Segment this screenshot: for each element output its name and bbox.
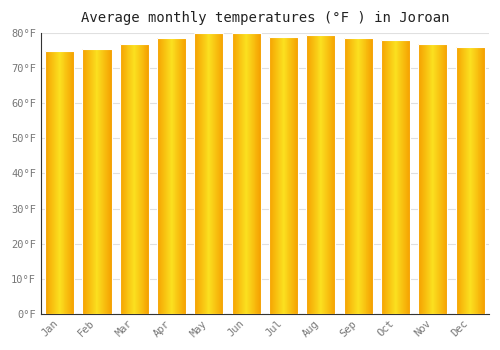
Bar: [269, 37, 298, 314]
Bar: [456, 47, 485, 314]
Bar: [232, 33, 261, 314]
Bar: [157, 38, 186, 314]
Title: Average monthly temperatures (°F ) in Joroan: Average monthly temperatures (°F ) in Jo…: [80, 11, 449, 25]
Bar: [381, 40, 410, 314]
Bar: [194, 33, 224, 314]
Bar: [82, 49, 112, 314]
Bar: [344, 38, 373, 314]
Bar: [120, 44, 149, 314]
Bar: [45, 51, 74, 314]
Bar: [418, 44, 448, 314]
Bar: [306, 35, 336, 314]
